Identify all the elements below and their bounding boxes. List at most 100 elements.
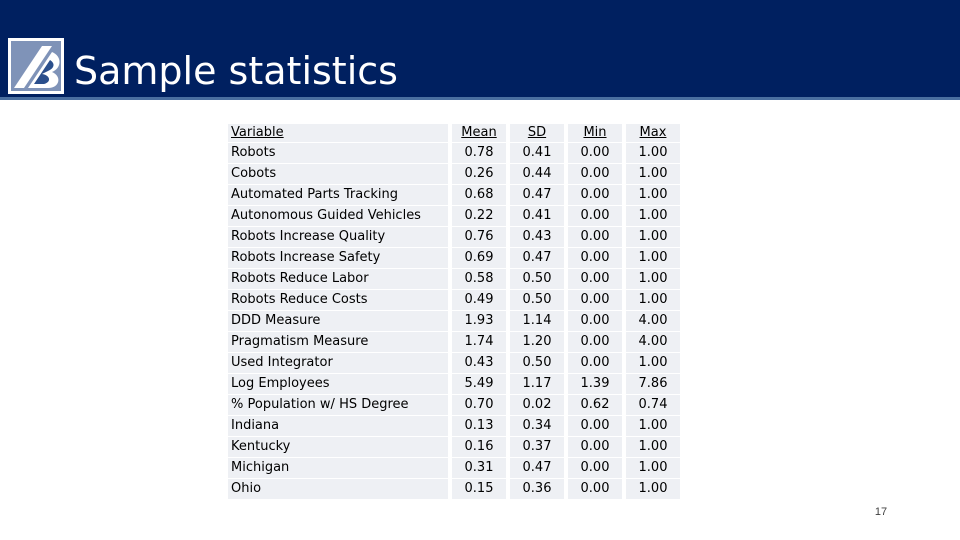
table-body: Robots 0.78 0.41 0.00 1.00 Cobots 0.26 0.44 0.00… xyxy=(228,143,680,500)
table-row: Robots Increase Safety 0.69 0.47 0.00 1.00 xyxy=(228,248,680,269)
cell-max: 1.00 xyxy=(626,353,680,374)
column-header-variable: Variable xyxy=(228,124,448,143)
cell-mean: 0.16 xyxy=(452,437,506,458)
cell-sd: 0.36 xyxy=(510,479,564,500)
cell-min: 0.62 xyxy=(568,395,622,416)
cell-variable: DDD Measure xyxy=(228,311,448,332)
cell-mean: 0.43 xyxy=(452,353,506,374)
cell-max: 1.00 xyxy=(626,206,680,227)
cell-mean: 0.26 xyxy=(452,164,506,185)
cell-variable: Pragmatism Measure xyxy=(228,332,448,353)
cell-sd: 0.41 xyxy=(510,206,564,227)
cell-mean: 5.49 xyxy=(452,374,506,395)
cell-max: 7.86 xyxy=(626,374,680,395)
cell-min: 0.00 xyxy=(568,227,622,248)
cell-variable: Used Integrator xyxy=(228,353,448,374)
slide-header: Sample statistics xyxy=(0,0,960,100)
cell-variable: Log Employees xyxy=(228,374,448,395)
cell-max: 4.00 xyxy=(626,311,680,332)
cell-sd: 0.50 xyxy=(510,269,564,290)
cell-max: 1.00 xyxy=(626,416,680,437)
table-row: Pragmatism Measure 1.74 1.20 0.00 4.00 xyxy=(228,332,680,353)
cell-min: 1.39 xyxy=(568,374,622,395)
cell-variable: Indiana xyxy=(228,416,448,437)
cell-max: 1.00 xyxy=(626,227,680,248)
cell-variable: Robots Increase Safety xyxy=(228,248,448,269)
cell-min: 0.00 xyxy=(568,248,622,269)
cell-min: 0.00 xyxy=(568,458,622,479)
cell-sd: 0.43 xyxy=(510,227,564,248)
cell-mean: 0.22 xyxy=(452,206,506,227)
cell-mean: 0.78 xyxy=(452,143,506,164)
cell-variable: Robots Reduce Costs xyxy=(228,290,448,311)
table-row: Robots Reduce Costs 0.49 0.50 0.00 1.00 xyxy=(228,290,680,311)
cell-variable: Autonomous Guided Vehicles xyxy=(228,206,448,227)
cell-mean: 0.70 xyxy=(452,395,506,416)
cell-variable: Ohio xyxy=(228,479,448,500)
table-row: % Population w/ HS Degree 0.70 0.02 0.62 0.7… xyxy=(228,395,680,416)
cell-sd: 0.47 xyxy=(510,185,564,206)
cell-max: 1.00 xyxy=(626,290,680,311)
table-row: Ohio 0.15 0.36 0.00 1.00 xyxy=(228,479,680,500)
table-row: DDD Measure 1.93 1.14 0.00 4.00 xyxy=(228,311,680,332)
table-row: Indiana 0.13 0.34 0.00 1.00 xyxy=(228,416,680,437)
cell-mean: 0.49 xyxy=(452,290,506,311)
cell-sd: 0.44 xyxy=(510,164,564,185)
cell-max: 4.00 xyxy=(626,332,680,353)
cell-min: 0.00 xyxy=(568,479,622,500)
cell-mean: 0.13 xyxy=(452,416,506,437)
cell-sd: 0.47 xyxy=(510,458,564,479)
company-logo-icon xyxy=(8,38,64,94)
cell-variable: Automated Parts Tracking xyxy=(228,185,448,206)
cell-sd: 0.47 xyxy=(510,248,564,269)
table-row: Kentucky 0.16 0.37 0.00 1.00 xyxy=(228,437,680,458)
cell-mean: 0.68 xyxy=(452,185,506,206)
table-row: Robots 0.78 0.41 0.00 1.00 xyxy=(228,143,680,164)
cell-sd: 1.14 xyxy=(510,311,564,332)
cell-sd: 1.17 xyxy=(510,374,564,395)
table-row: Log Employees 5.49 1.17 1.39 7.86 xyxy=(228,374,680,395)
cell-sd: 0.34 xyxy=(510,416,564,437)
column-header-max: Max xyxy=(626,124,680,143)
cell-max: 1.00 xyxy=(626,248,680,269)
table-row: Michigan 0.31 0.47 0.00 1.00 xyxy=(228,458,680,479)
cell-min: 0.00 xyxy=(568,416,622,437)
cell-mean: 0.15 xyxy=(452,479,506,500)
cell-variable: Robots xyxy=(228,143,448,164)
table-header-row: Variable Mean SD Min Max xyxy=(228,124,680,143)
cell-min: 0.00 xyxy=(568,185,622,206)
table-row: Robots Increase Quality 0.76 0.43 0.00 1.00 xyxy=(228,227,680,248)
cell-min: 0.00 xyxy=(568,206,622,227)
cell-min: 0.00 xyxy=(568,332,622,353)
table-row: Automated Parts Tracking 0.68 0.47 0.00 1.00 xyxy=(228,185,680,206)
cell-min: 0.00 xyxy=(568,269,622,290)
cell-variable: Robots Increase Quality xyxy=(228,227,448,248)
cell-mean: 1.93 xyxy=(452,311,506,332)
cell-max: 1.00 xyxy=(626,185,680,206)
cell-min: 0.00 xyxy=(568,164,622,185)
cell-max: 1.00 xyxy=(626,479,680,500)
cell-sd: 0.41 xyxy=(510,143,564,164)
table-row: Used Integrator 0.43 0.50 0.00 1.00 xyxy=(228,353,680,374)
cell-max: 0.74 xyxy=(626,395,680,416)
cell-mean: 0.76 xyxy=(452,227,506,248)
cell-variable: Kentucky xyxy=(228,437,448,458)
cell-max: 1.00 xyxy=(626,164,680,185)
cell-variable: Cobots xyxy=(228,164,448,185)
statistics-table: Variable Mean SD Min Max Robots 0.78 0.41 0… xyxy=(224,124,684,500)
cell-mean: 0.58 xyxy=(452,269,506,290)
cell-sd: 0.50 xyxy=(510,353,564,374)
cell-min: 0.00 xyxy=(568,143,622,164)
cell-min: 0.00 xyxy=(568,353,622,374)
cell-max: 1.00 xyxy=(626,143,680,164)
cell-mean: 1.74 xyxy=(452,332,506,353)
table-row: Robots Reduce Labor 0.58 0.50 0.00 1.00 xyxy=(228,269,680,290)
cell-variable: Michigan xyxy=(228,458,448,479)
table-row: Cobots 0.26 0.44 0.00 1.00 xyxy=(228,164,680,185)
cell-sd: 0.02 xyxy=(510,395,564,416)
cell-max: 1.00 xyxy=(626,437,680,458)
table-row: Autonomous Guided Vehicles 0.22 0.41 0.00 1.… xyxy=(228,206,680,227)
cell-min: 0.00 xyxy=(568,437,622,458)
cell-variable: % Population w/ HS Degree xyxy=(228,395,448,416)
cell-mean: 0.31 xyxy=(452,458,506,479)
